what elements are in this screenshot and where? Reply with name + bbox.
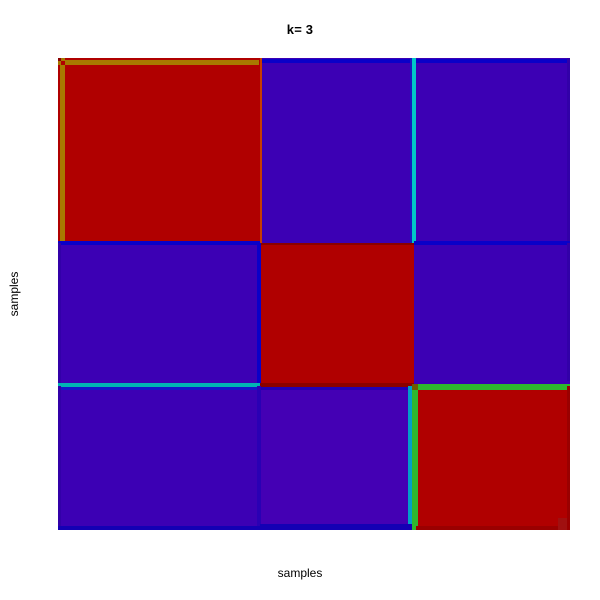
heatmap-edge-line-left-row3 [58,386,61,530]
heatmap-edge-line-right-row2 [567,243,570,386]
heatmap-separator-line-row1-row2-right [414,241,570,245]
heatmap-corner-marker-3-3 [412,384,418,390]
heatmap-sliver-top-2-2 [260,243,414,245]
heatmap-block-3-1 [58,386,260,530]
heatmap-corner-marker-1-1 [58,58,61,61]
consensus-matrix-heatmap[interactable] [58,58,570,530]
y-axis-label: samples [7,271,21,317]
heatmap-block-3-2 [260,386,414,530]
heatmap-separator-line-row2-row3-mid [260,383,414,387]
heatmap-separator-line-row2-row3-green-top [414,381,570,384]
heatmap-separator-line-row2-row3-left [58,383,260,387]
heatmap-separator-line-col2-col3-green [412,386,418,530]
heatmap-separator-line-row1-row2 [58,241,260,245]
heatmap-edge-line-bottom-3-3 [416,526,570,530]
heatmap-edge-line-right-row1 [567,58,570,243]
page-title: k= 3 [286,22,314,37]
heatmap-corner-accent-1-1 [61,61,65,65]
heatmap-separator-line-col2-col3-row1 [412,58,416,243]
heatmap-block-2-1 [58,243,260,386]
heatmap-edge-line-left-1-1 [60,58,65,243]
heatmap-separator-line-row2-row3-mid-under [260,387,414,390]
heatmap-edge-line-right-row3 [567,386,570,530]
heatmap-edge-line-bottom-row3-blue [58,526,412,530]
heatmap-edge-line-bottom-row3-blue2 [260,524,412,530]
heatmap-sliver-left-1-2 [260,58,262,243]
heatmap-separator-line-col1-col2-row3 [257,386,261,530]
heatmap-separator-line-col1-col2-row2 [257,243,261,386]
heatmap-block-1-2 [260,58,414,243]
heatmap-edge-line-top-1-1 [58,60,259,65]
x-axis-label: samples [277,566,323,580]
heatmap-separator-line-row2-row3-green [414,384,570,390]
heatmap-block-1-1 [58,58,260,243]
heatmap-separator-line-row2-row3-left-under [58,387,260,390]
heatmap-block-2-2 [260,243,414,386]
heatmap-block-3-3 [414,386,570,530]
heatmap-edge-line-left-row2 [58,243,61,386]
heatmap-block-1-3 [414,58,570,243]
heatmap-block-2-3 [414,243,570,386]
heatmap-separator-line-col2-col3-cyan [408,386,412,530]
heatmap-separator-line-col2-col3-row1-inner [410,58,412,243]
